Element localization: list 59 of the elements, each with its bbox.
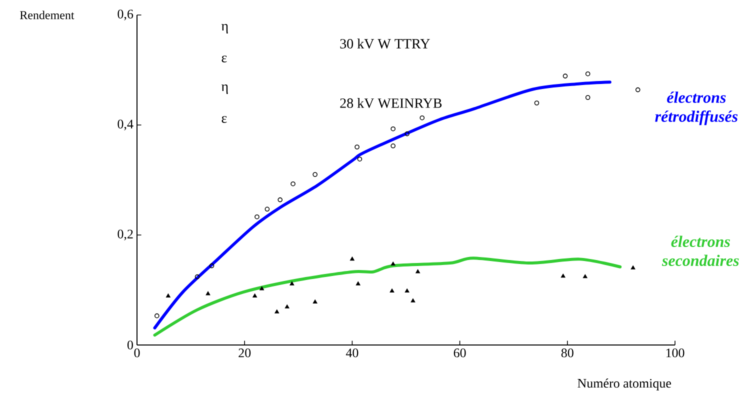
point (209, 263, 214, 268)
point (585, 95, 590, 100)
x-tick-label: 20 (238, 348, 251, 358)
point (264, 206, 270, 212)
point (390, 126, 396, 132)
point (354, 144, 360, 150)
text: électrons rétrodiffusés (655, 92, 738, 126)
text: électrons secondaires (662, 236, 739, 266)
annotation: η (221, 84, 228, 94)
x-axis-title: Numéro atomique (578, 378, 672, 390)
point (274, 310, 280, 314)
point (356, 282, 360, 286)
point (284, 304, 290, 308)
annotation: 28 kV WEINRYB (340, 98, 442, 108)
x-tick-label: 0 (134, 348, 140, 358)
point (252, 294, 257, 298)
annotation: ε (222, 116, 227, 123)
line-series (153, 80, 612, 330)
point (420, 115, 425, 120)
point (630, 266, 636, 270)
point (194, 274, 200, 280)
y-tick-label: 0,6 (118, 10, 134, 20)
x-tick-label: 40 (346, 348, 358, 358)
point (390, 262, 396, 266)
point (290, 181, 296, 186)
point (206, 291, 210, 296)
point (416, 269, 420, 274)
y-tick-label: 0 (127, 340, 133, 350)
point (410, 298, 416, 302)
point (312, 300, 318, 304)
x-tick-label: 100 (666, 348, 684, 358)
point (390, 288, 394, 292)
point (585, 71, 590, 76)
point (635, 87, 640, 92)
x-tick-label: 80 (561, 348, 574, 358)
point (583, 274, 588, 278)
point (404, 288, 410, 292)
x-tick-label: 60 (454, 348, 466, 358)
point (312, 172, 318, 177)
point (350, 256, 354, 261)
point (290, 282, 294, 286)
point (534, 100, 540, 106)
y-tick-label: 0,4 (118, 120, 134, 130)
point (560, 274, 566, 278)
point (562, 74, 568, 78)
point (278, 197, 283, 202)
point (254, 214, 260, 220)
annotation: 30 kV W TTRY (340, 38, 430, 49)
point (166, 294, 170, 298)
point (357, 156, 362, 162)
point (260, 286, 264, 290)
annotation: η (221, 24, 228, 34)
line-series (153, 256, 622, 337)
point (154, 313, 160, 318)
y-axis-title: Rendement (20, 10, 74, 20)
annotation: ε (222, 56, 227, 62)
y-tick-label: 0,2 (118, 230, 133, 240)
point (390, 143, 396, 148)
point (404, 131, 410, 136)
